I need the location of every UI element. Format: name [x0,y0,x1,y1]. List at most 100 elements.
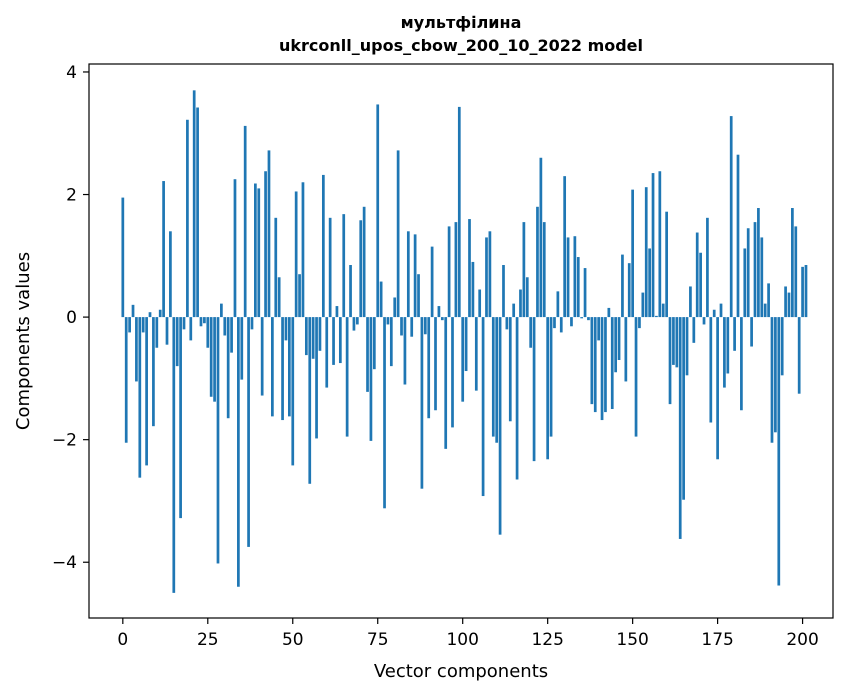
bar [692,317,696,343]
bar [288,317,291,417]
bar [264,171,267,318]
bar [406,231,410,318]
bar [723,317,726,388]
bar [508,317,512,422]
bar [787,292,791,318]
bar [437,306,441,318]
bar [284,317,288,341]
bars-group [121,90,808,593]
bar [332,317,335,365]
bar [294,191,298,318]
bar [610,317,614,410]
bar [515,317,519,480]
bar [784,286,787,318]
bar [403,317,407,385]
bar [243,125,247,318]
bar [410,317,414,337]
bar [767,283,770,318]
bar [423,317,427,335]
bar [746,228,750,318]
bar [682,317,685,500]
bar [597,317,601,341]
bar [719,303,723,318]
bar [366,317,369,392]
bar [485,237,488,318]
bar [672,317,675,365]
bar [304,317,308,356]
bar [590,317,594,405]
bar [627,263,631,318]
bar [587,317,590,321]
bar [362,206,366,318]
bar [502,265,505,318]
bar [743,248,747,318]
bar [311,317,315,359]
bar [478,289,482,318]
bar [209,317,213,397]
bar [797,317,801,394]
bar [240,317,244,380]
bar [298,274,301,318]
bar [532,317,536,462]
bar [281,317,284,421]
bar [434,317,437,411]
bar [454,222,458,318]
bar [383,317,386,509]
bar [651,173,655,318]
bar [624,317,628,382]
x-tick-label: 175 [701,630,733,650]
bar [396,150,400,318]
bar [260,317,264,396]
bar [604,317,607,413]
bar [169,231,172,318]
bar [386,317,390,325]
bar [804,265,808,318]
x-axis-label: Vector components [374,661,548,682]
bar [338,317,342,364]
bar [712,309,716,318]
bar [291,317,295,466]
bar [277,277,281,318]
x-tick-label: 125 [531,630,563,650]
bar [196,107,199,318]
bar [257,188,261,318]
bar [128,317,131,333]
bar [267,150,271,318]
x-axis-ticks: 0 25 50 75 100 125 150 175 200 [117,618,819,650]
bar [576,257,580,318]
bar [729,116,733,318]
bar [233,179,237,318]
bar [600,317,604,421]
bar [417,274,420,318]
bar [369,317,373,441]
bar [213,317,216,402]
bar [352,317,356,331]
bar [464,317,468,372]
bar [182,317,186,330]
bar [488,231,492,318]
bar [271,317,274,417]
bar [621,254,624,318]
bar [631,189,634,318]
bar [393,297,397,318]
bar [192,90,196,318]
bar [733,317,736,351]
bar [655,315,658,318]
bar [495,317,499,443]
bar [699,252,702,318]
bar [689,286,692,318]
bar [695,232,699,318]
bar [498,317,502,535]
y-axis-ticks: −4 −2 0 2 4 [52,63,89,573]
bar [644,187,648,318]
bar [580,317,584,319]
bar [468,219,471,318]
y-tick-label: 2 [66,186,77,206]
bar [675,317,679,368]
bar [471,261,475,318]
chart-title-line-1: мультфілина [401,13,522,32]
bar [335,306,339,318]
bar [179,317,182,519]
bar [124,317,128,443]
bar [447,226,451,318]
